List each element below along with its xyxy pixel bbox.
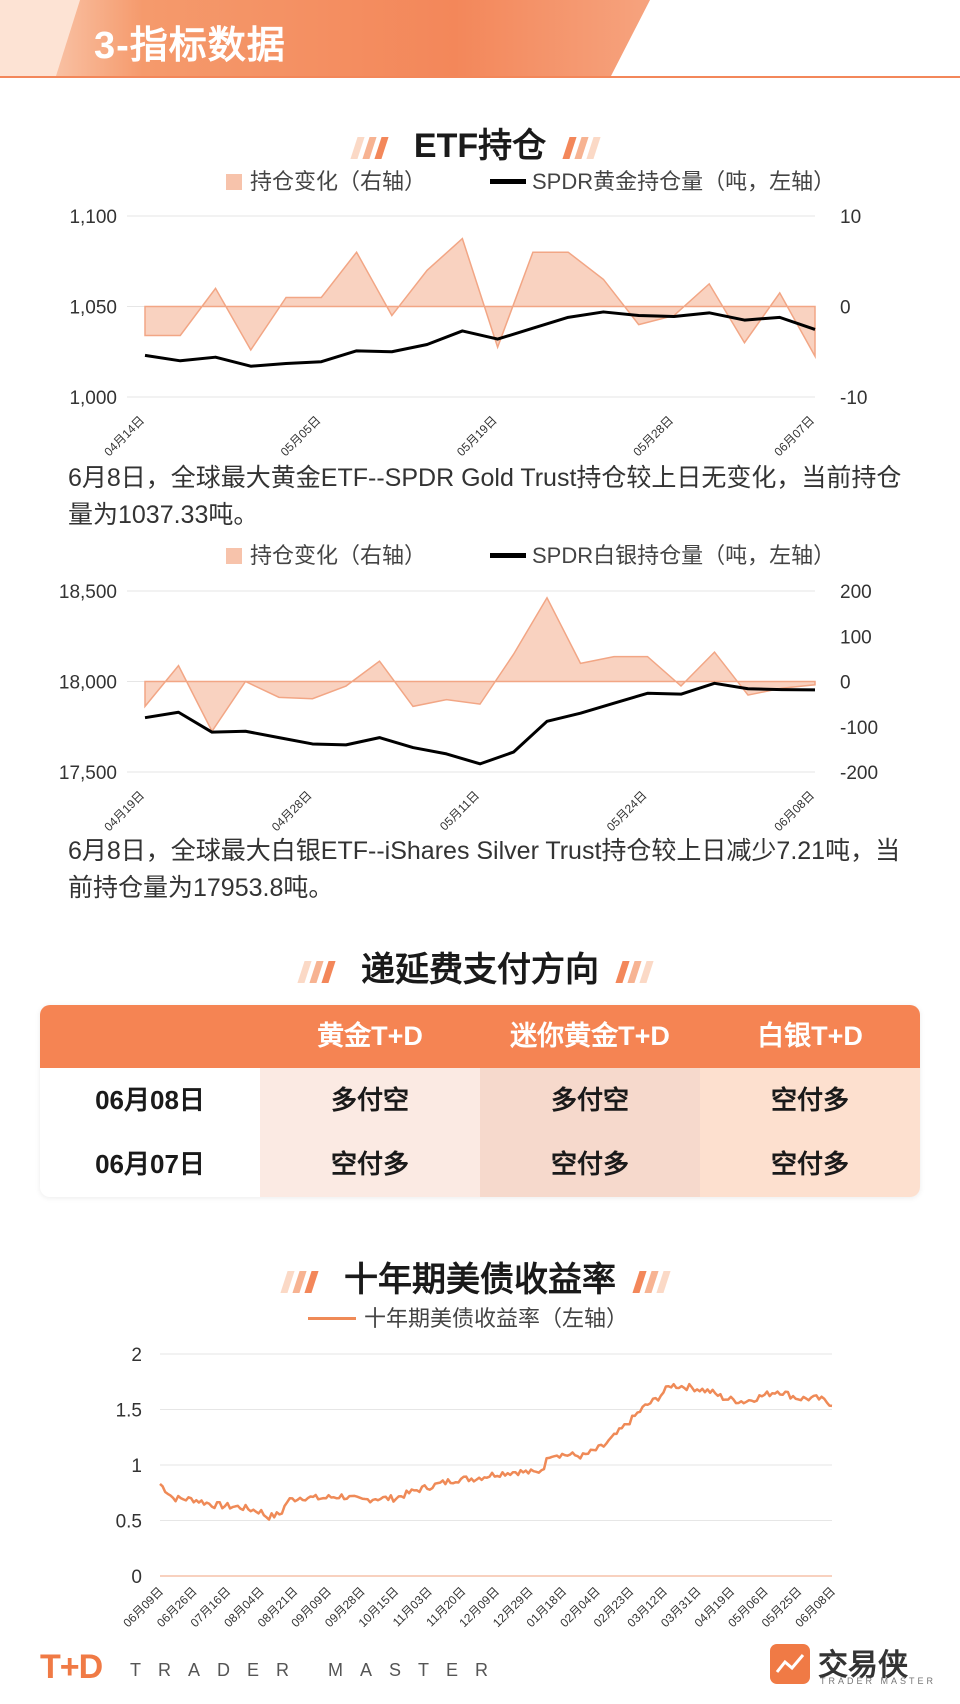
y-axis-tick: 0 — [131, 1567, 142, 1588]
left-axis-tick: 17,500 — [59, 763, 117, 784]
x-axis-tick: 05月19日 — [454, 413, 500, 459]
x-axis-tick: 04月28日 — [269, 788, 315, 834]
left-axis-tick: 1,000 — [69, 388, 117, 409]
x-axis-tick: 05月24日 — [604, 788, 650, 834]
right-axis-tick: 0 — [840, 673, 851, 694]
gold-legend-area-label: 持仓变化（右轴） — [250, 169, 427, 194]
silver-legend-line-label: SPDR白银持仓量（吨，左轴） — [532, 543, 836, 568]
x-axis-tick: 04月19日 — [101, 788, 147, 834]
table-row-date: 06月07日 — [95, 1149, 205, 1179]
area-swatch — [226, 548, 242, 564]
chart-trend-icon — [770, 1644, 810, 1684]
header-banner: 3-指标数据 — [0, 0, 960, 78]
roll-section-title: 递延费支付方向 — [0, 942, 960, 991]
right-axis-tick: 100 — [840, 627, 872, 648]
x-axis-tick: 05月28日 — [630, 413, 676, 459]
header-title: 3-指标数据 — [94, 25, 286, 67]
y-axis-tick: 0.5 — [116, 1512, 142, 1533]
holding-volume-line — [144, 310, 816, 368]
line-swatch — [490, 553, 526, 558]
partner-logo: 交易侠 TRADER MASTER — [770, 1640, 940, 1690]
left-axis-tick: 18,500 — [59, 582, 117, 603]
right-stripes-icon — [632, 1271, 678, 1294]
etf-title-text: ETF持仓 — [413, 127, 547, 165]
partner-name: 交易侠 — [818, 1649, 908, 1682]
right-axis-tick: -200 — [840, 763, 878, 784]
right-axis-tick: -100 — [840, 718, 878, 739]
left-stripes-icon — [350, 137, 396, 160]
left-axis-tick: 1,050 — [69, 298, 117, 319]
roll-title-text: 递延费支付方向 — [361, 951, 599, 989]
holding-change-area — [144, 596, 816, 733]
left-axis-tick: 18,000 — [59, 673, 117, 694]
brand-subtitle: TRADER MASTER — [130, 1660, 506, 1680]
yield-title-text: 十年期美债收益率 — [344, 1261, 616, 1299]
silver-etf-chart: 18,500 18,000 17,500 200 100 0 -100 -200 04月19日 0… — [59, 582, 878, 834]
left-stripes-icon — [297, 961, 343, 984]
silver-legend-line: SPDR白银持仓量（吨，左轴） — [490, 538, 835, 570]
right-stripes-icon — [615, 961, 661, 984]
header-underline — [0, 76, 960, 78]
holding-change-area — [144, 237, 816, 360]
right-stripes-icon — [562, 137, 608, 160]
table-cell-silver: 空付多 — [770, 1085, 849, 1115]
mini-gold-column-bg — [480, 1068, 700, 1197]
silver-legend-area-label: 持仓变化（右轴） — [250, 543, 427, 568]
header-gold-td: 黄金T+D — [317, 1021, 423, 1051]
header-silver-td: 白银T+D — [757, 1021, 863, 1051]
table-cell-gold: 多付空 — [330, 1085, 409, 1115]
silver-description: 6月8日，全球最大白银ETF--iShares Silver Trust持仓较上… — [68, 837, 901, 902]
gold-column-bg — [260, 1068, 480, 1197]
holding-volume-line — [144, 681, 816, 766]
us10y-yield-chart: 21.510.5006月09日06月26日07月16日08月04日08月21日0… — [116, 1345, 839, 1630]
etf-section-title: ETF持仓 — [0, 118, 960, 167]
table-cell-mini-gold: 空付多 — [550, 1149, 629, 1179]
right-axis-tick: -10 — [840, 388, 867, 409]
yield-line — [159, 1382, 833, 1521]
x-axis-tick: 05月11日 — [437, 788, 482, 833]
header-band — [0, 0, 650, 76]
silver-legend-area: 持仓变化（右轴） — [226, 538, 426, 570]
header-mini-gold-td: 迷你黄金T+D — [510, 1021, 670, 1051]
gold-etf-chart: 1,100 1,050 1,000 10 0 -10 04月14日 05月05日 05月19日 0… — [69, 207, 867, 459]
yield-line-swatch — [308, 1317, 356, 1320]
gold-description: 6月8日，全球最大黄金ETF--SPDR Gold Trust持仓较上日无变化，… — [68, 464, 902, 529]
line-swatch — [490, 179, 526, 184]
y-axis-tick: 1 — [131, 1456, 142, 1477]
y-axis-tick: 2 — [131, 1345, 142, 1366]
area-swatch — [226, 174, 242, 190]
table-row-date: 06月08日 — [95, 1085, 205, 1115]
right-axis-tick: 200 — [840, 582, 872, 603]
silver-column-bg — [700, 1068, 920, 1197]
left-axis-tick: 1,100 — [69, 207, 117, 228]
footer-brand: T+D TRADER MASTER — [40, 1648, 488, 1687]
x-axis-tick: 06月08日 — [771, 788, 817, 834]
yield-legend: 十年期美债收益率（左轴） — [308, 1301, 628, 1333]
yield-section-title: 十年期美债收益率 — [0, 1252, 960, 1301]
table-cell-mini-gold: 多付空 — [550, 1085, 629, 1115]
right-axis-tick: 10 — [840, 207, 861, 228]
gold-legend-line: SPDR黄金持仓量（吨，左轴） — [490, 164, 835, 196]
gold-legend-line-label: SPDR黄金持仓量（吨，左轴） — [532, 169, 836, 194]
yield-legend-label: 十年期美债收益率（左轴） — [364, 1306, 629, 1331]
left-stripes-icon — [280, 1271, 326, 1294]
partner-subtitle: TRADER MASTER — [820, 1676, 937, 1686]
right-axis-tick: 0 — [840, 298, 851, 319]
table-cell-gold: 空付多 — [330, 1149, 409, 1179]
gold-legend-area: 持仓变化（右轴） — [226, 164, 426, 196]
table-header: 黄金T+D 迷你黄金T+D 白银T+D — [40, 1005, 920, 1068]
table-cell-silver: 空付多 — [770, 1149, 849, 1179]
x-axis-tick: 05月05日 — [278, 413, 324, 459]
x-axis-tick: 04月14日 — [101, 413, 147, 459]
x-axis-tick: 06月07日 — [771, 413, 817, 459]
roll-direction-table: 黄金T+D 迷你黄金T+D 白银T+D 06月08日 多付空 多付空 空付多 0… — [40, 1005, 920, 1197]
y-axis-tick: 1.5 — [116, 1401, 142, 1422]
td-logo: T+D — [40, 1648, 103, 1686]
